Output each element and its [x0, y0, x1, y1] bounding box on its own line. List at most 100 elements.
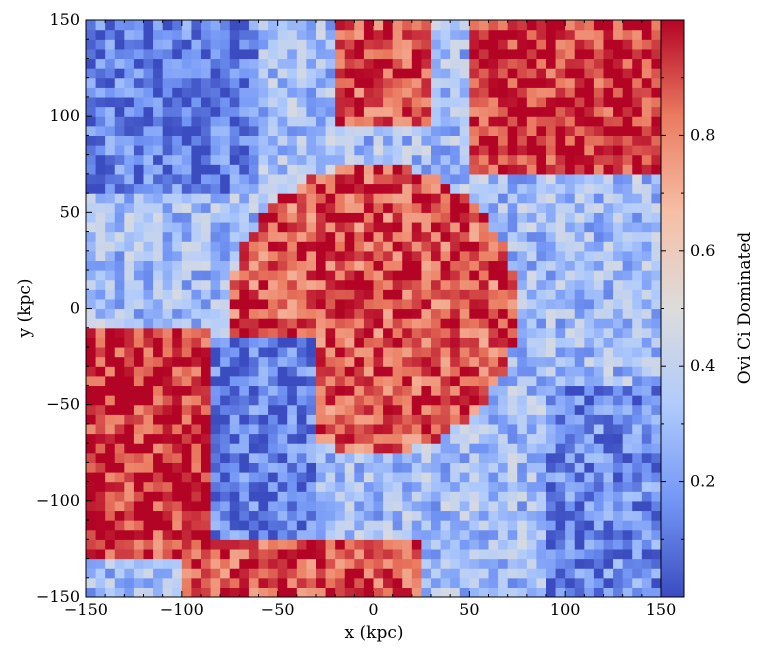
heatmap-cell — [172, 260, 183, 271]
heatmap-cell — [143, 270, 154, 281]
heatmap-cell — [296, 568, 308, 579]
heatmap-cell — [593, 202, 605, 213]
heatmap-cell — [469, 539, 480, 550]
heatmap-cell — [507, 279, 518, 290]
heatmap-cell — [325, 270, 336, 281]
heatmap-cell — [153, 96, 164, 108]
heatmap-cell — [632, 193, 643, 204]
heatmap-cell — [584, 241, 595, 252]
heatmap-cell — [373, 231, 384, 242]
heatmap-cell — [392, 125, 403, 136]
heatmap-cell — [181, 510, 193, 521]
heatmap-cell — [411, 241, 423, 252]
heatmap-cell — [153, 318, 164, 329]
heatmap-cell — [411, 404, 423, 415]
heatmap-cell — [450, 173, 461, 185]
heatmap-cell — [172, 212, 183, 223]
heatmap-cell — [306, 173, 317, 185]
heatmap-cell — [210, 212, 221, 223]
heatmap-cell — [622, 29, 633, 40]
heatmap-cell — [622, 423, 633, 435]
heatmap-cell — [517, 337, 528, 348]
heatmap-cell — [459, 260, 470, 271]
heatmap-cell — [373, 529, 384, 540]
heatmap-cell — [469, 289, 480, 300]
heatmap-cell — [143, 500, 154, 512]
heatmap-cell — [603, 491, 614, 502]
heatmap-cell — [124, 414, 135, 425]
heatmap-cell — [622, 125, 633, 136]
heatmap-cell — [632, 471, 643, 483]
heatmap-cell — [593, 404, 605, 415]
heatmap-cell — [258, 241, 269, 252]
heatmap-cell — [363, 346, 375, 358]
heatmap-cell — [210, 164, 221, 175]
heatmap-cell — [392, 375, 403, 387]
heatmap-cell — [411, 500, 423, 512]
heatmap-cell — [287, 221, 298, 233]
heatmap-cell — [402, 327, 413, 338]
heatmap-cell — [248, 385, 260, 396]
heatmap-cell — [95, 231, 106, 242]
colorbar-tick-label: 0.4 — [690, 356, 715, 375]
heatmap-cell — [622, 87, 633, 98]
heatmap-cell — [421, 452, 432, 463]
heatmap-cell — [488, 568, 499, 579]
heatmap-cell — [498, 270, 509, 281]
heatmap-cell — [201, 481, 212, 492]
heatmap-cell — [411, 539, 423, 550]
heatmap-cell — [210, 481, 221, 492]
heatmap-cell — [210, 327, 221, 338]
heatmap-cell — [373, 241, 384, 252]
heatmap-cell — [546, 164, 557, 175]
heatmap-cell — [459, 346, 470, 358]
heatmap-cell — [344, 443, 355, 454]
heatmap-cell — [153, 279, 164, 290]
heatmap-cell — [105, 443, 116, 454]
heatmap-cell — [86, 260, 97, 271]
heatmap-cell — [239, 58, 250, 69]
heatmap-cell — [632, 145, 643, 156]
heatmap-cell — [105, 68, 116, 79]
heatmap-cell — [133, 529, 145, 540]
heatmap-cell — [411, 395, 423, 406]
heatmap-cell — [632, 48, 643, 60]
heatmap-cell — [469, 202, 480, 213]
heatmap-cell — [124, 145, 135, 156]
heatmap-cell — [421, 212, 432, 223]
heatmap-cell — [95, 87, 106, 98]
heatmap-cell — [181, 77, 193, 88]
heatmap-cell — [555, 481, 566, 492]
heatmap-cell — [210, 462, 221, 473]
heatmap-cell — [133, 548, 145, 560]
heatmap-cell — [296, 241, 308, 252]
heatmap-cell — [277, 279, 288, 290]
heatmap-cell — [459, 423, 470, 435]
heatmap-cell — [153, 366, 164, 377]
heatmap-cell — [335, 241, 346, 252]
heatmap-cell — [143, 433, 154, 444]
heatmap-cell — [392, 462, 403, 473]
heatmap-cell — [306, 270, 317, 281]
heatmap-cell — [162, 385, 173, 396]
heatmap-cell — [114, 568, 125, 579]
heatmap-cell — [258, 385, 269, 396]
heatmap-cell — [402, 587, 413, 597]
heatmap-cell — [316, 471, 327, 483]
heatmap-cell — [622, 164, 633, 175]
heatmap-cell — [383, 20, 394, 31]
heatmap-cell — [363, 289, 375, 300]
heatmap-cell — [277, 68, 288, 79]
heatmap-cell — [536, 289, 547, 300]
heatmap-cell — [402, 395, 413, 406]
heatmap-cell — [555, 500, 566, 512]
heatmap-cell — [574, 145, 585, 156]
heatmap-cell — [450, 443, 461, 454]
heatmap-cell — [574, 423, 585, 435]
heatmap-cell — [459, 414, 470, 425]
heatmap-cell — [220, 385, 231, 396]
heatmap-cell — [248, 183, 260, 194]
heatmap-cell — [546, 433, 557, 444]
heatmap-cell — [268, 125, 279, 136]
heatmap-cell — [613, 462, 624, 473]
